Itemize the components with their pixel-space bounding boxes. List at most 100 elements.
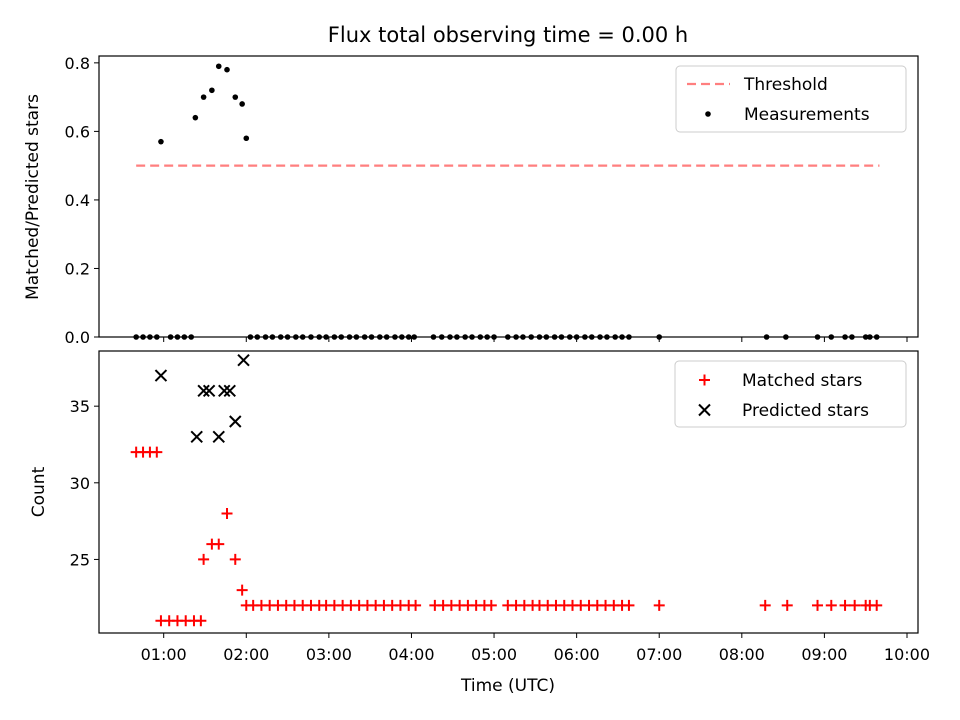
measurement-point [551,334,558,340]
measurement-point [262,334,269,340]
measurement-point [361,334,368,340]
measurement-point [612,334,618,340]
x-tick-label: 08:00 [719,645,765,664]
measurement-point [619,334,625,340]
measurement-point [469,334,475,340]
measurement-point [566,334,573,340]
measurement-point [477,334,484,340]
measurement-point [505,334,511,340]
x-tick-label: 03:00 [306,645,352,664]
measurement-point [873,334,880,340]
legend-measurements-swatch [705,111,711,117]
measurement-point [849,334,855,340]
measurement-point [814,334,821,340]
legend-measurements-label: Measurements [744,105,870,125]
x-tick-label: 05:00 [471,645,517,664]
measurement-point [597,334,603,340]
measurement-point [536,334,543,340]
matched-star-point [198,553,210,565]
measurement-point [239,101,245,107]
measurement-point [513,334,519,340]
measurement-point [167,334,174,340]
predicted-star-point [223,384,236,398]
measurement-point [247,334,254,340]
measurement-point [308,334,314,340]
legend-threshold-label: Threshold [743,75,828,95]
measurement-point [181,334,188,340]
x-tick-label: 04:00 [388,645,434,664]
matched-star-point [229,553,241,565]
x-axis-label: Time (UTC) [460,676,555,696]
measurement-point [626,334,632,340]
x-tick-label: 02:00 [223,645,269,664]
measurement-point [405,334,412,340]
bottom-panel: 25 30 35 01:00 02:00 03:00 04:00 05:00 06:00 07:0… [70,350,930,664]
measurement-point [656,334,663,340]
legend-matched-swatch [699,374,710,386]
measurement-point [269,334,276,340]
measurement-point [323,334,329,340]
measurement-point [491,334,497,340]
measurement-point [331,334,338,340]
top-panel: 0.0 0.2 0.4 0.6 0.8 Threshold Measurements [65,54,919,347]
predicted-star-point [202,384,216,398]
measurement-point [763,334,770,340]
matched-star-point [653,599,665,611]
y-tick-label-bottom: 25 [70,550,90,569]
matched-star-point [781,599,793,611]
measurement-point [353,334,360,340]
predicted-star-point [237,353,250,367]
measurement-point [430,334,437,340]
measurement-point [582,334,588,340]
legend-predicted-swatch [698,403,711,417]
matched-star-point [236,584,248,596]
measurement-point [192,114,199,121]
matched-star-point [195,615,207,627]
measurement-point [224,66,230,73]
predicted-star-point [197,384,210,398]
y-tick-label-top: 0.8 [65,54,90,73]
x-tick-label: 10:00 [884,645,930,664]
measurement-point [254,334,261,340]
matched-star-point [871,599,883,611]
measurement-point [862,334,869,340]
y-tick-label-top: 0.2 [65,259,90,278]
measurement-point [399,334,405,340]
predicted-star-point [212,430,225,444]
measurement-point [604,334,610,340]
predicted-star-point [218,384,231,398]
measurement-point [158,138,164,145]
measurement-point [209,87,215,94]
measurement-point [454,334,460,340]
measurement-point [543,334,550,340]
measurement-point [438,334,445,340]
matched-star-point [221,507,233,519]
measurement-point [316,334,323,340]
legend-predicted-label: Predicted stars [742,401,869,421]
measurement-point [383,334,390,340]
measurement-point [232,94,239,100]
measurement-point [284,334,291,340]
matched-star-point [839,599,851,611]
x-tick-label: 09:00 [801,645,847,664]
measurement-point [277,334,284,340]
measurement-point [447,334,453,340]
matched-star-point [151,446,163,458]
matched-star-point [485,599,497,611]
measurement-point [154,334,160,340]
x-tick-label: 01:00 [141,645,187,664]
measurement-point [783,334,789,340]
y-axis-label-top: Matched/Predicted stars [23,94,43,300]
measurement-point [588,334,595,340]
chart-title: Flux total observing time = 0.00 h [328,23,688,47]
measurement-point [188,334,195,340]
measurement-point [200,94,207,100]
measurement-point [392,334,398,340]
measurement-point [377,334,383,340]
legend-matched-label: Matched stars [742,371,862,391]
y-tick-label-top: 0.0 [65,328,90,347]
measurement-point [133,334,139,340]
y-tick-label-top: 0.4 [65,191,90,210]
measurement-point [346,334,353,340]
